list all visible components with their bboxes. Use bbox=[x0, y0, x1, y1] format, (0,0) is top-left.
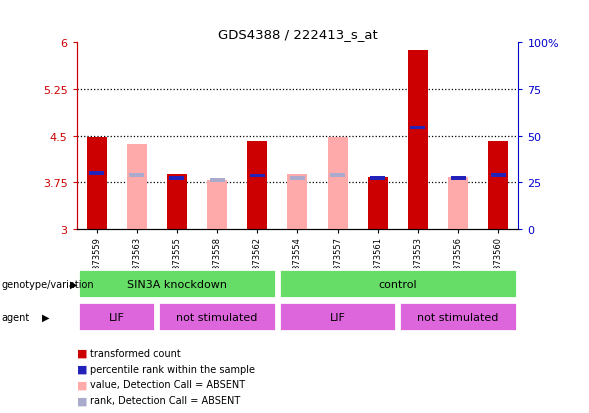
Text: control: control bbox=[379, 279, 417, 289]
Bar bbox=[247, 141, 267, 229]
Bar bbox=[491, 173, 506, 177]
Bar bbox=[250, 174, 265, 178]
Bar bbox=[279, 270, 517, 298]
Text: genotype/variation: genotype/variation bbox=[1, 279, 94, 289]
Text: ■: ■ bbox=[77, 380, 87, 389]
Bar bbox=[78, 303, 155, 331]
Bar bbox=[327, 138, 348, 229]
Bar bbox=[167, 175, 187, 229]
Bar bbox=[330, 173, 345, 177]
Text: not stimulated: not stimulated bbox=[418, 312, 499, 322]
Text: LIF: LIF bbox=[109, 312, 125, 322]
Text: ■: ■ bbox=[77, 348, 87, 358]
Text: transformed count: transformed count bbox=[90, 348, 180, 358]
Text: rank, Detection Call = ABSENT: rank, Detection Call = ABSENT bbox=[90, 395, 240, 405]
Bar bbox=[399, 303, 517, 331]
Text: not stimulated: not stimulated bbox=[177, 312, 258, 322]
Bar bbox=[210, 179, 224, 183]
Bar bbox=[287, 175, 307, 229]
Bar bbox=[370, 177, 385, 180]
Text: SIN3A knockdown: SIN3A knockdown bbox=[127, 279, 227, 289]
Bar bbox=[488, 141, 508, 229]
Bar bbox=[411, 126, 425, 130]
Bar bbox=[158, 303, 276, 331]
Bar bbox=[127, 144, 147, 229]
Text: ▶: ▶ bbox=[42, 312, 50, 322]
Bar bbox=[408, 51, 428, 229]
Bar bbox=[448, 177, 468, 229]
Text: LIF: LIF bbox=[330, 312, 346, 322]
Bar bbox=[129, 173, 144, 177]
Text: ■: ■ bbox=[77, 395, 87, 405]
Title: GDS4388 / 222413_s_at: GDS4388 / 222413_s_at bbox=[217, 28, 378, 41]
Bar bbox=[451, 177, 466, 180]
Text: agent: agent bbox=[1, 312, 29, 322]
Bar bbox=[368, 177, 388, 229]
Bar bbox=[78, 270, 276, 298]
Bar bbox=[207, 181, 227, 229]
Text: percentile rank within the sample: percentile rank within the sample bbox=[90, 364, 254, 374]
Bar bbox=[170, 177, 184, 180]
Text: ▶: ▶ bbox=[70, 279, 77, 289]
Text: value, Detection Call = ABSENT: value, Detection Call = ABSENT bbox=[90, 380, 244, 389]
Bar bbox=[448, 177, 468, 229]
Text: ■: ■ bbox=[77, 364, 87, 374]
Bar bbox=[89, 171, 104, 175]
Bar bbox=[279, 303, 396, 331]
Bar bbox=[290, 177, 305, 180]
Bar bbox=[87, 138, 107, 229]
